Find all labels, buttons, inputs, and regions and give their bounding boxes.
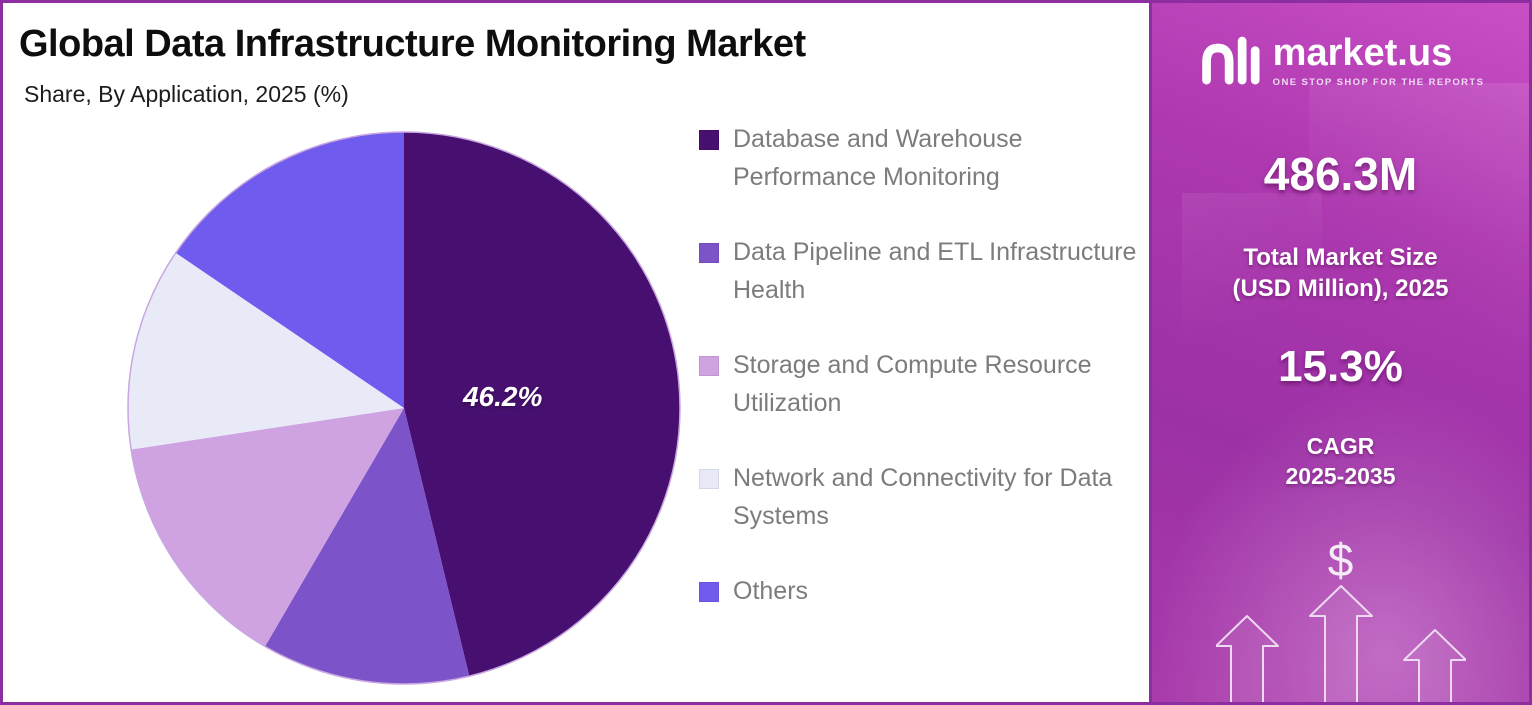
cagr-label: CAGR 2025-2035 <box>1286 432 1396 491</box>
growth-arrow-right <box>1402 629 1466 702</box>
legend-item: Database and Warehouse Performance Monit… <box>699 121 1151 196</box>
chart-panel: Global Data Infrastructure Monitoring Ma… <box>3 3 1149 702</box>
legend-label: Storage and Compute Resource Utilization <box>733 351 1092 417</box>
legend-label: Data Pipeline and ETL Infrastructure Hea… <box>733 238 1137 304</box>
market-size-label-line2: (USD Million), 2025 <box>1232 274 1449 302</box>
legend-swatch-icon <box>699 130 719 150</box>
legend-item: Others <box>699 573 1151 611</box>
legend-swatch-icon <box>699 469 719 489</box>
brand-sidebar: market.us ONE STOP SHOP FOR THE REPORTS … <box>1149 3 1529 702</box>
growth-arrows-icon <box>1215 584 1466 702</box>
legend-item: Storage and Compute Resource Utilization <box>699 347 1151 422</box>
growth-arrows-svg <box>1215 585 1466 702</box>
market-size-label-line1: Total Market Size <box>1243 244 1438 271</box>
chart-legend: Database and Warehouse Performance Monit… <box>699 121 1151 611</box>
brand-logo: market.us ONE STOP SHOP FOR THE REPORTS <box>1197 33 1485 89</box>
pie-chart: 46.2% <box>125 129 683 687</box>
cagr-value: 15.3% <box>1278 342 1403 392</box>
brand-text: market.us ONE STOP SHOP FOR THE REPORTS <box>1273 34 1485 88</box>
pie-slice-4 <box>175 132 404 408</box>
legend-swatch-icon <box>699 582 719 602</box>
market-size-value: 486.3M <box>1263 148 1418 200</box>
page-subtitle: Share, By Application, 2025 (%) <box>24 81 349 107</box>
cagr-label-line1: CAGR <box>1306 433 1375 460</box>
pie-data-label: 46.2% <box>462 381 542 412</box>
pie-outline <box>127 131 681 685</box>
legend-label: Network and Connectivity for Data System… <box>733 464 1113 530</box>
pie-slice-0 <box>404 132 680 677</box>
legend-label: Others <box>733 577 809 605</box>
sidebar-photo-overlay <box>1309 83 1529 363</box>
pie-slice-1 <box>265 408 470 684</box>
legend-item: Network and Connectivity for Data System… <box>699 460 1151 535</box>
growth-arrow-left <box>1215 615 1279 702</box>
brand-name: market.us <box>1272 32 1453 74</box>
brand-tagline: ONE STOP SHOP FOR THE REPORTS <box>1272 77 1485 88</box>
legend-swatch-icon <box>699 356 719 376</box>
cagr-label-line2: 2025-2035 <box>1285 462 1396 489</box>
pie-chart-svg: 46.2% <box>127 131 681 685</box>
page-title: Global Data Infrastructure Monitoring Ma… <box>19 23 806 65</box>
dollar-icon: $ <box>1327 534 1354 587</box>
pie-slice-2 <box>131 408 404 647</box>
marketus-logo-icon <box>1201 36 1260 85</box>
growth-arrow-middle <box>1308 585 1373 702</box>
legend-swatch-icon <box>699 243 719 263</box>
market-size-label: Total Market Size (USD Million), 2025 <box>1232 243 1448 304</box>
legend-label: Database and Warehouse Performance Monit… <box>733 125 1023 191</box>
legend-item: Data Pipeline and ETL Infrastructure Hea… <box>699 234 1151 309</box>
pie-slice-3 <box>127 252 404 450</box>
